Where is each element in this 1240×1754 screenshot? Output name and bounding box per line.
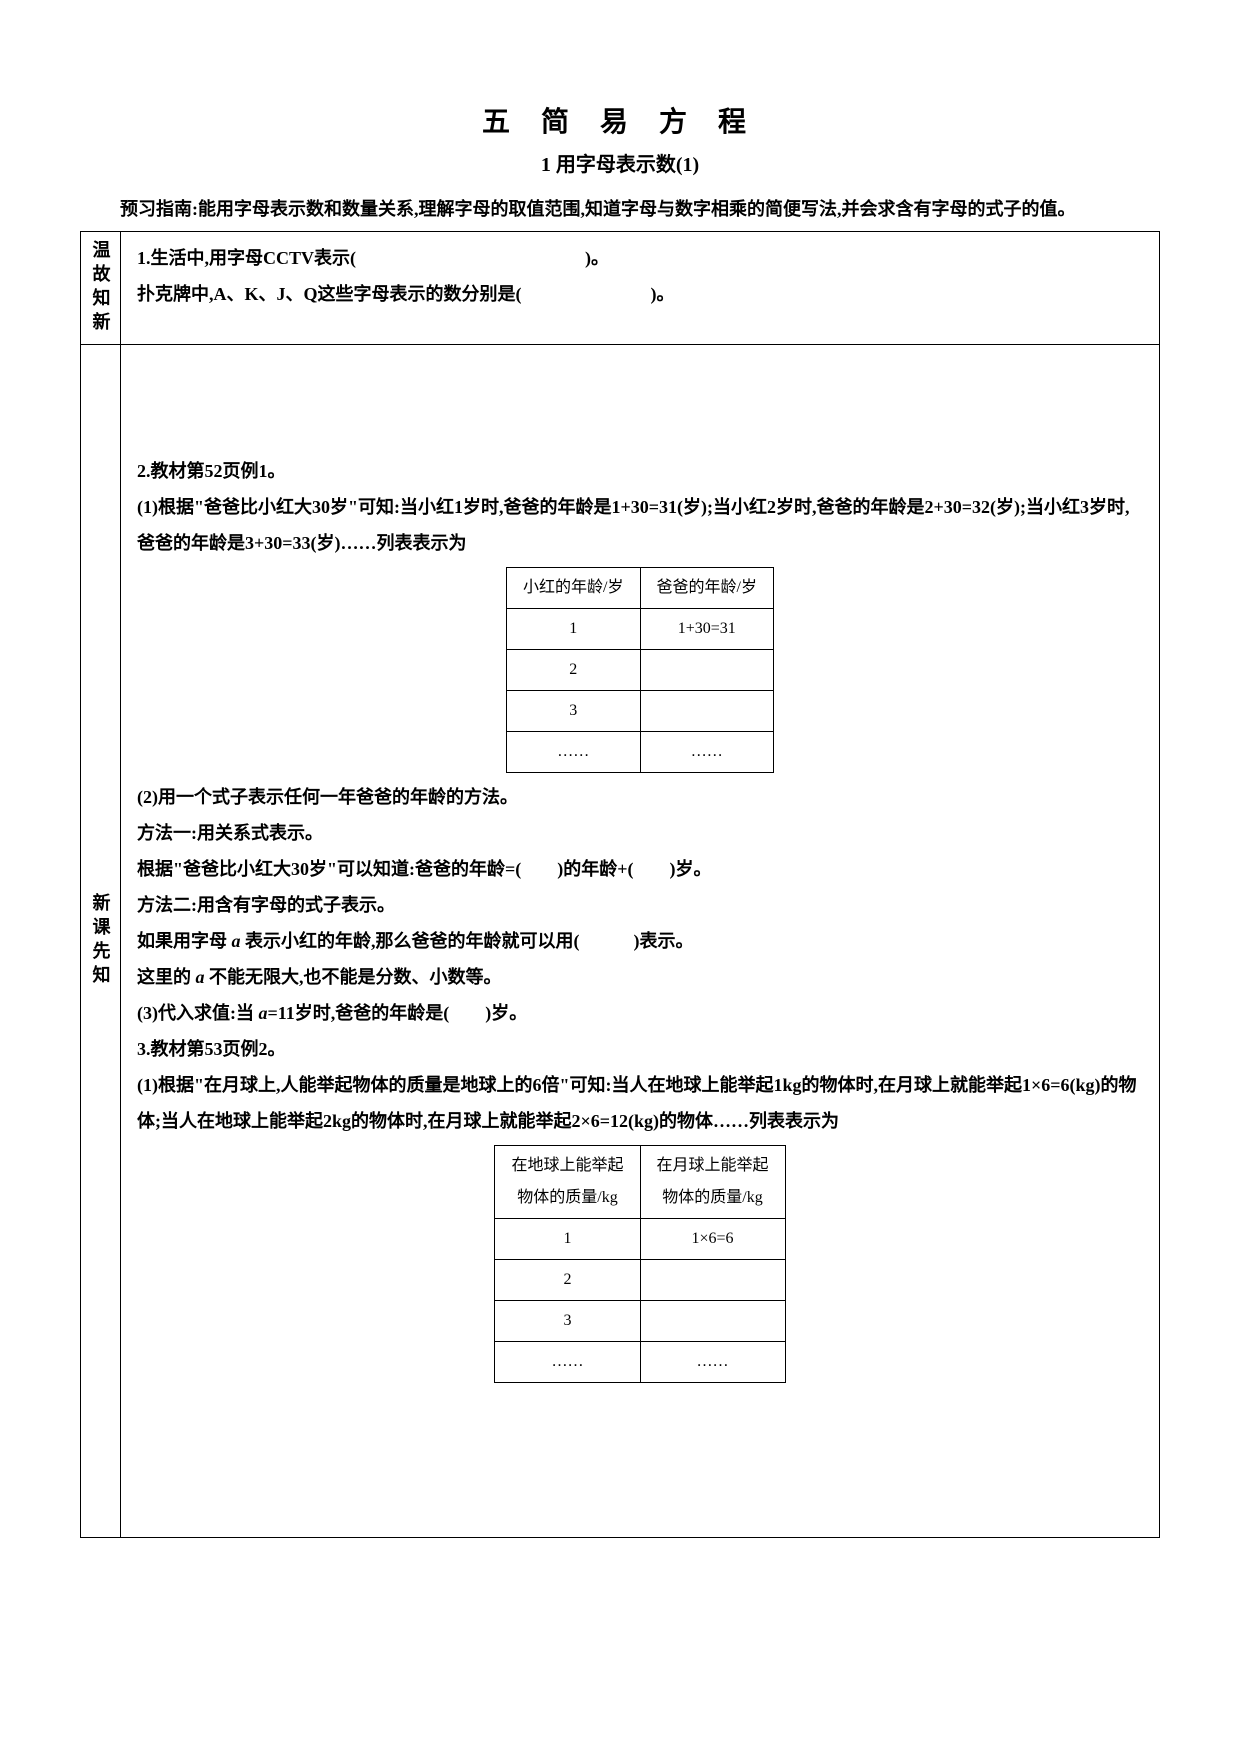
method2-label: 方法二:用含有字母的式子表示。 [137,887,1143,923]
table-cell [640,1260,785,1301]
table-cell [640,691,773,732]
mass-table-h1: 在地球上能举起物体的质量/kg [495,1146,640,1219]
table-cell: …… [640,1342,785,1383]
table-cell: 2 [495,1260,640,1301]
table-cell: …… [495,1342,640,1383]
age-table: 小红的年龄/岁 爸爸的年龄/岁 11+30=31 2 3 ………… [506,567,774,773]
table-cell: …… [507,732,640,773]
section-label-new: 新课先知 [81,345,121,1538]
worksheet-table: 温故知新 1.生活中,用字母CCTV表示( )。 扑克牌中,A、K、J、Q这些字… [80,231,1160,1538]
new-lesson-content: 2.教材第52页例1。 (1)根据"爸爸比小红大30岁"可知:当小红1岁时,爸爸… [121,345,1160,1538]
table-cell: 2 [507,650,640,691]
q2-end: )。 [651,284,675,304]
q2-text: 扑克牌中,A、K、J、Q这些字母表示的数分别是( [137,284,522,304]
q1-end: )。 [585,248,609,268]
table-cell [640,650,773,691]
table-cell: 1+30=31 [640,609,773,650]
section-label-review: 温故知新 [81,232,121,345]
example2-part1: (1)根据"在月球上,人能举起物体的质量是地球上的6倍"可知:当人在地球上能举起… [137,1067,1143,1139]
table-cell: …… [640,732,773,773]
method2-text: 如果用字母 a 表示小红的年龄,那么爸爸的年龄就可以用( )表示。 [137,923,1143,959]
example1-part3: (3)代入求值:当 a=11岁时,爸爸的年龄是( )岁。 [137,995,1143,1031]
example1-header: 2.教材第52页例1。 [137,453,1143,489]
table-cell: 1 [507,609,640,650]
method1-text: 根据"爸爸比小红大30岁"可以知道:爸爸的年龄=( )的年龄+( )岁。 [137,851,1143,887]
table-cell: 3 [507,691,640,732]
review-content: 1.生活中,用字母CCTV表示( )。 扑克牌中,A、K、J、Q这些字母表示的数… [121,232,1160,345]
table-cell: 3 [495,1301,640,1342]
chapter-title: 五 简 易 方 程 [80,100,1160,140]
table-cell: 1 [495,1219,640,1260]
mass-table-h2: 在月球上能举起物体的质量/kg [640,1146,785,1219]
table-cell [640,1301,785,1342]
table-cell: 1×6=6 [640,1219,785,1260]
study-guide: 预习指南:能用字母表示数和数量关系,理解字母的取值范围,知道字母与数字相乘的简便… [120,193,1160,225]
mass-table: 在地球上能举起物体的质量/kg 在月球上能举起物体的质量/kg 11×6=6 2… [494,1145,785,1383]
example1-part2a: (2)用一个式子表示任何一年爸爸的年龄的方法。 [137,779,1143,815]
method1-label: 方法一:用关系式表示。 [137,815,1143,851]
q1-text: 1.生活中,用字母CCTV表示( [137,248,356,268]
example1-part1: (1)根据"爸爸比小红大30岁"可知:当小红1岁时,爸爸的年龄是1+30=31(… [137,489,1143,561]
example2-header: 3.教材第53页例2。 [137,1031,1143,1067]
section-title: 1 用字母表示数(1) [80,148,1160,177]
age-table-h2: 爸爸的年龄/岁 [640,568,773,609]
note-text: 这里的 a 不能无限大,也不能是分数、小数等。 [137,959,1143,995]
age-table-h1: 小红的年龄/岁 [507,568,640,609]
